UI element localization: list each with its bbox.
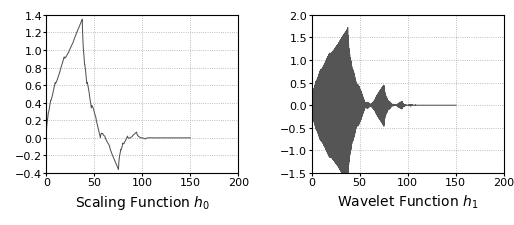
X-axis label: Scaling Function $h_0$: Scaling Function $h_0$: [75, 193, 210, 211]
X-axis label: Wavelet Function $h_1$: Wavelet Function $h_1$: [337, 193, 479, 210]
